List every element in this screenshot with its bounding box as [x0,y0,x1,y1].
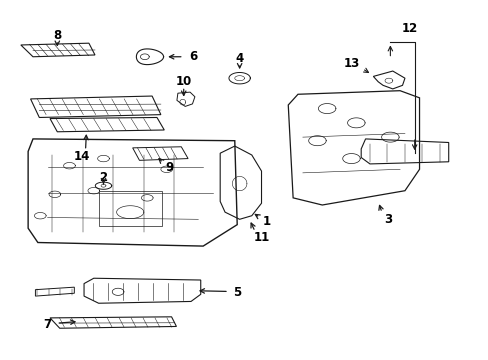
Bar [99,191,162,226]
Text: 4: 4 [235,52,243,65]
Text: 14: 14 [73,150,90,163]
Text: 2: 2 [99,171,107,184]
Text: 1: 1 [262,215,270,228]
Text: 11: 11 [253,231,269,244]
Text: 12: 12 [401,22,417,35]
Text: 8: 8 [53,29,61,42]
Text: 13: 13 [343,57,359,71]
Text: 5: 5 [233,286,241,299]
Text: 3: 3 [383,213,391,226]
Text: 10: 10 [175,75,191,88]
Text: 7: 7 [43,318,52,331]
Text: 6: 6 [189,50,197,63]
Text: 9: 9 [164,161,173,174]
